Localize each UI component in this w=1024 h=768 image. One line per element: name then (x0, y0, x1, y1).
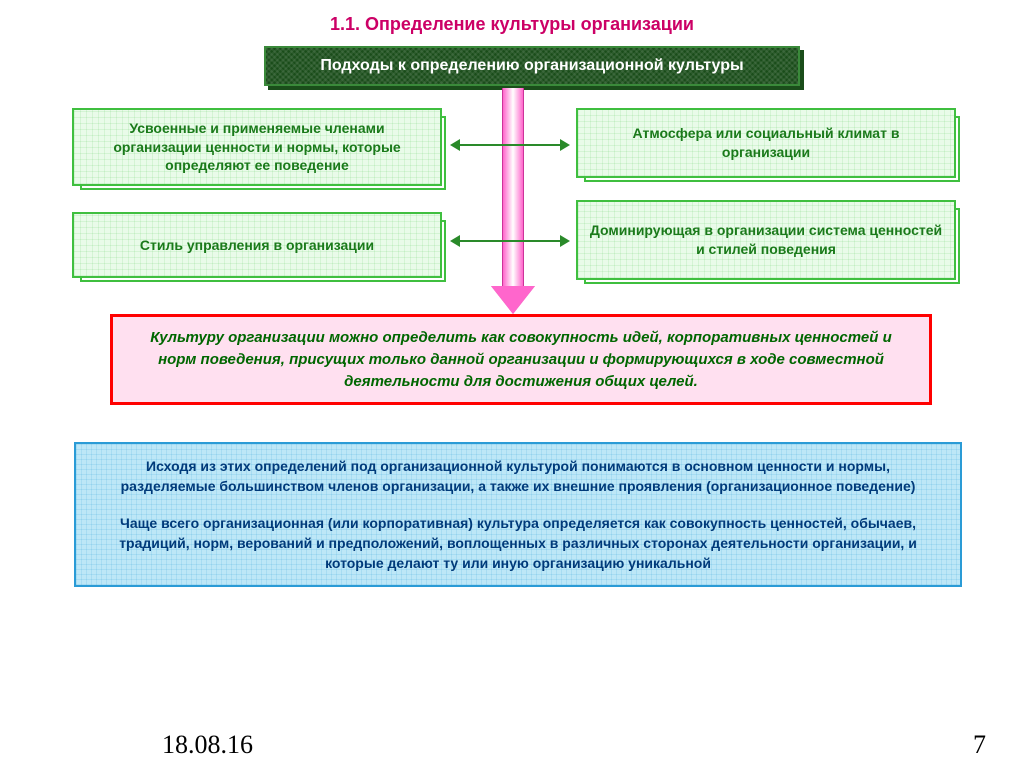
approach-box-bottom-left: Стиль управления в организации (72, 212, 442, 278)
page-title: 1.1. Определение культуры организации (0, 0, 1024, 43)
approach-box-bottom-right: Доминирующая в организации система ценно… (576, 200, 956, 280)
main-flow-arrow-shaft (502, 88, 524, 288)
connector-arrow-bottom (452, 240, 568, 242)
approach-box-top-right: Атмосфера или социальный климат в органи… (576, 108, 956, 178)
connector-arrow-top (452, 144, 568, 146)
definition-box: Культуру организации можно определить ка… (110, 314, 932, 405)
approach-box-top-left: Усвоенные и применяемые членами организа… (72, 108, 442, 186)
summary-paragraph-1: Исходя из этих определений под организац… (98, 456, 938, 497)
main-flow-arrow-head (491, 286, 535, 314)
summary-box: Исходя из этих определений под организац… (74, 442, 962, 587)
summary-paragraph-2: Чаще всего организационная (или корпорат… (98, 513, 938, 574)
footer-date: 18.08.16 (162, 730, 253, 760)
header-box: Подходы к определению организационной ку… (264, 46, 800, 86)
page-number: 7 (973, 730, 986, 760)
